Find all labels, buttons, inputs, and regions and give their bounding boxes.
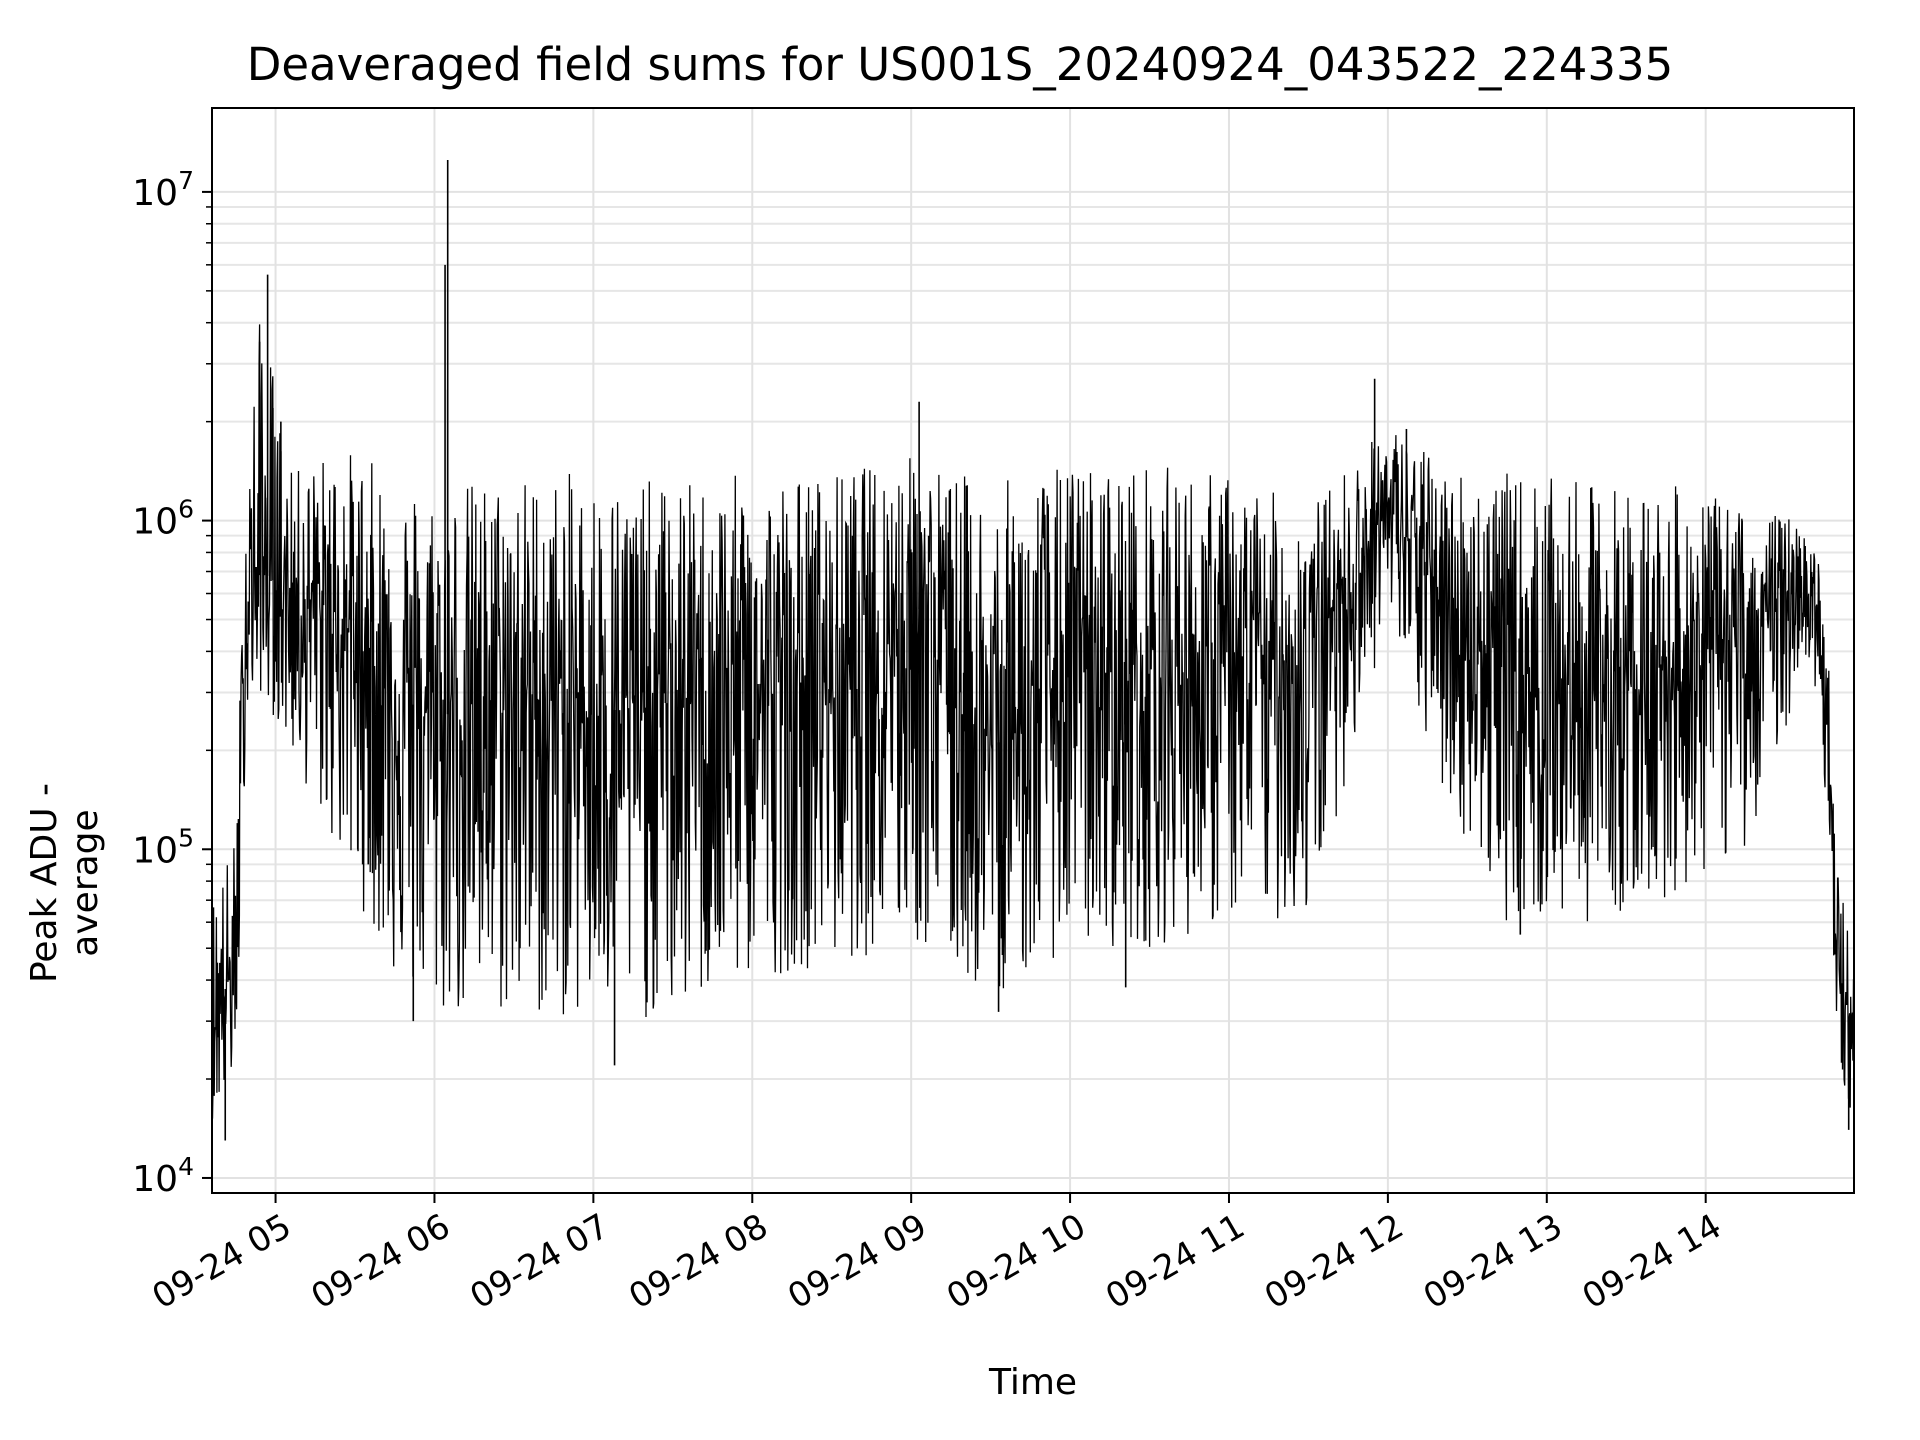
x-tick-label: 09-24 09: [781, 1206, 933, 1317]
x-axis: 09-24 05 09-24 06 09-24 07 09-24 08 09-24 09…: [146, 1193, 1728, 1317]
x-tick-label: 09-24 14: [1576, 1206, 1728, 1317]
series-line: [211, 160, 1855, 1141]
y-tick-label: 104: [132, 1152, 194, 1200]
y-axis: 104 105 106 107: [132, 166, 212, 1200]
x-axis-label: Time: [988, 1362, 1078, 1403]
y-tick-label: 107: [132, 166, 194, 214]
x-tick-label: 09-24 13: [1417, 1206, 1569, 1317]
chart-title: Deaveraged field sums for US001S_2024092…: [246, 38, 1674, 91]
x-tick-label: 09-24 12: [1258, 1206, 1410, 1317]
x-tick-label: 09-24 08: [622, 1206, 774, 1317]
series-trace: [211, 324, 1855, 1119]
y-tick-label: 106: [132, 495, 194, 543]
x-tick-label: 09-24 06: [305, 1206, 457, 1317]
plot-frame: [211, 107, 1855, 1194]
x-tick-label: 09-24 07: [463, 1206, 615, 1317]
y-tick-label: 105: [132, 823, 194, 871]
y-axis-label: Peak ADU - average: [24, 782, 106, 984]
x-tick-label: 09-24 11: [1099, 1206, 1251, 1317]
x-tick-label: 09-24 10: [940, 1206, 1092, 1317]
x-tick-label: 09-24 05: [146, 1206, 298, 1317]
